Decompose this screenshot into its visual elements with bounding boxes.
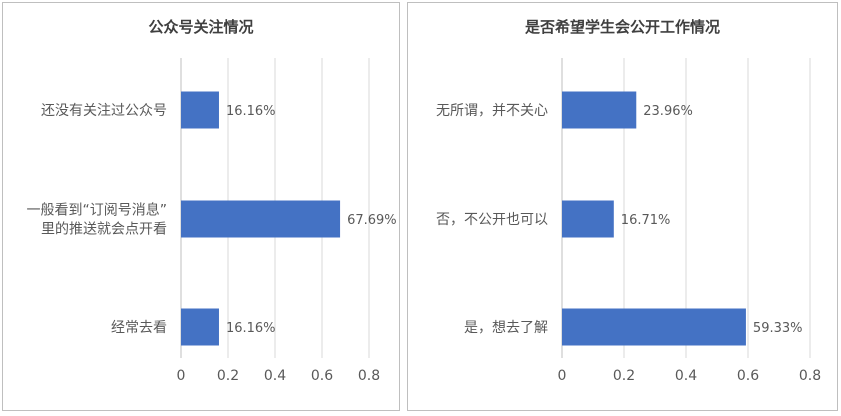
x-tick-label: 0.8 bbox=[358, 368, 380, 384]
data-label: 67.69% bbox=[347, 213, 397, 228]
category-label: 里的推送就会点开看 bbox=[41, 222, 167, 238]
bar bbox=[562, 200, 614, 238]
bar bbox=[181, 91, 219, 129]
bar bbox=[181, 200, 341, 238]
x-tick-label: 0.2 bbox=[613, 368, 635, 384]
category-label: 经常去看 bbox=[111, 320, 167, 336]
data-label: 16.16% bbox=[226, 104, 276, 119]
category-label: 还没有关注过公众号 bbox=[41, 103, 167, 119]
category-label: 一般看到“订阅号消息” bbox=[26, 202, 167, 219]
bar-chart-follow-status: 0 0.2 0.4 0.6 0.8 16.16% 还没有关注过公众号 67.69% 一般看到“订… bbox=[26, 58, 397, 384]
category-label: 否，不公开也可以 bbox=[436, 212, 548, 228]
bar bbox=[562, 91, 637, 129]
category-label: 无所谓，并不关心 bbox=[436, 103, 548, 119]
chart-panel-follow-status: 公众号关注情况 0 0.2 0.4 0.6 0.8 16.16% 还没有关注过公众号 67.6… bbox=[2, 2, 400, 411]
bar-chart-disclosure-preference: 0 0.2 0.4 0.6 0.8 23.96% 无所谓，并不关心 16.71% 否，不公开也可… bbox=[436, 58, 821, 384]
chart-title: 是否希望学生会公开工作情况 bbox=[524, 18, 720, 36]
x-tick-label: 0 bbox=[177, 368, 186, 384]
data-label: 16.16% bbox=[226, 321, 276, 336]
x-tick-label: 0.6 bbox=[311, 368, 333, 384]
x-tick-label: 0.8 bbox=[799, 368, 821, 384]
chart-panel-disclosure-preference: 是否希望学生会公开工作情况 0 0.2 0.4 0.6 0.8 23.96% 无所谓，并不关… bbox=[407, 2, 838, 411]
bar bbox=[181, 308, 219, 346]
data-label: 16.71% bbox=[621, 213, 671, 228]
x-tick-label: 0.4 bbox=[675, 368, 697, 384]
data-label: 23.96% bbox=[643, 104, 693, 119]
bar bbox=[562, 308, 746, 346]
x-tick-label: 0.6 bbox=[737, 368, 759, 384]
chart-title: 公众号关注情况 bbox=[148, 18, 254, 36]
x-tick-label: 0.4 bbox=[264, 368, 286, 384]
x-tick-label: 0.2 bbox=[217, 368, 239, 384]
category-label: 是，想去了解 bbox=[464, 320, 548, 336]
x-tick-label: 0 bbox=[558, 368, 567, 384]
data-label: 59.33% bbox=[753, 321, 803, 336]
